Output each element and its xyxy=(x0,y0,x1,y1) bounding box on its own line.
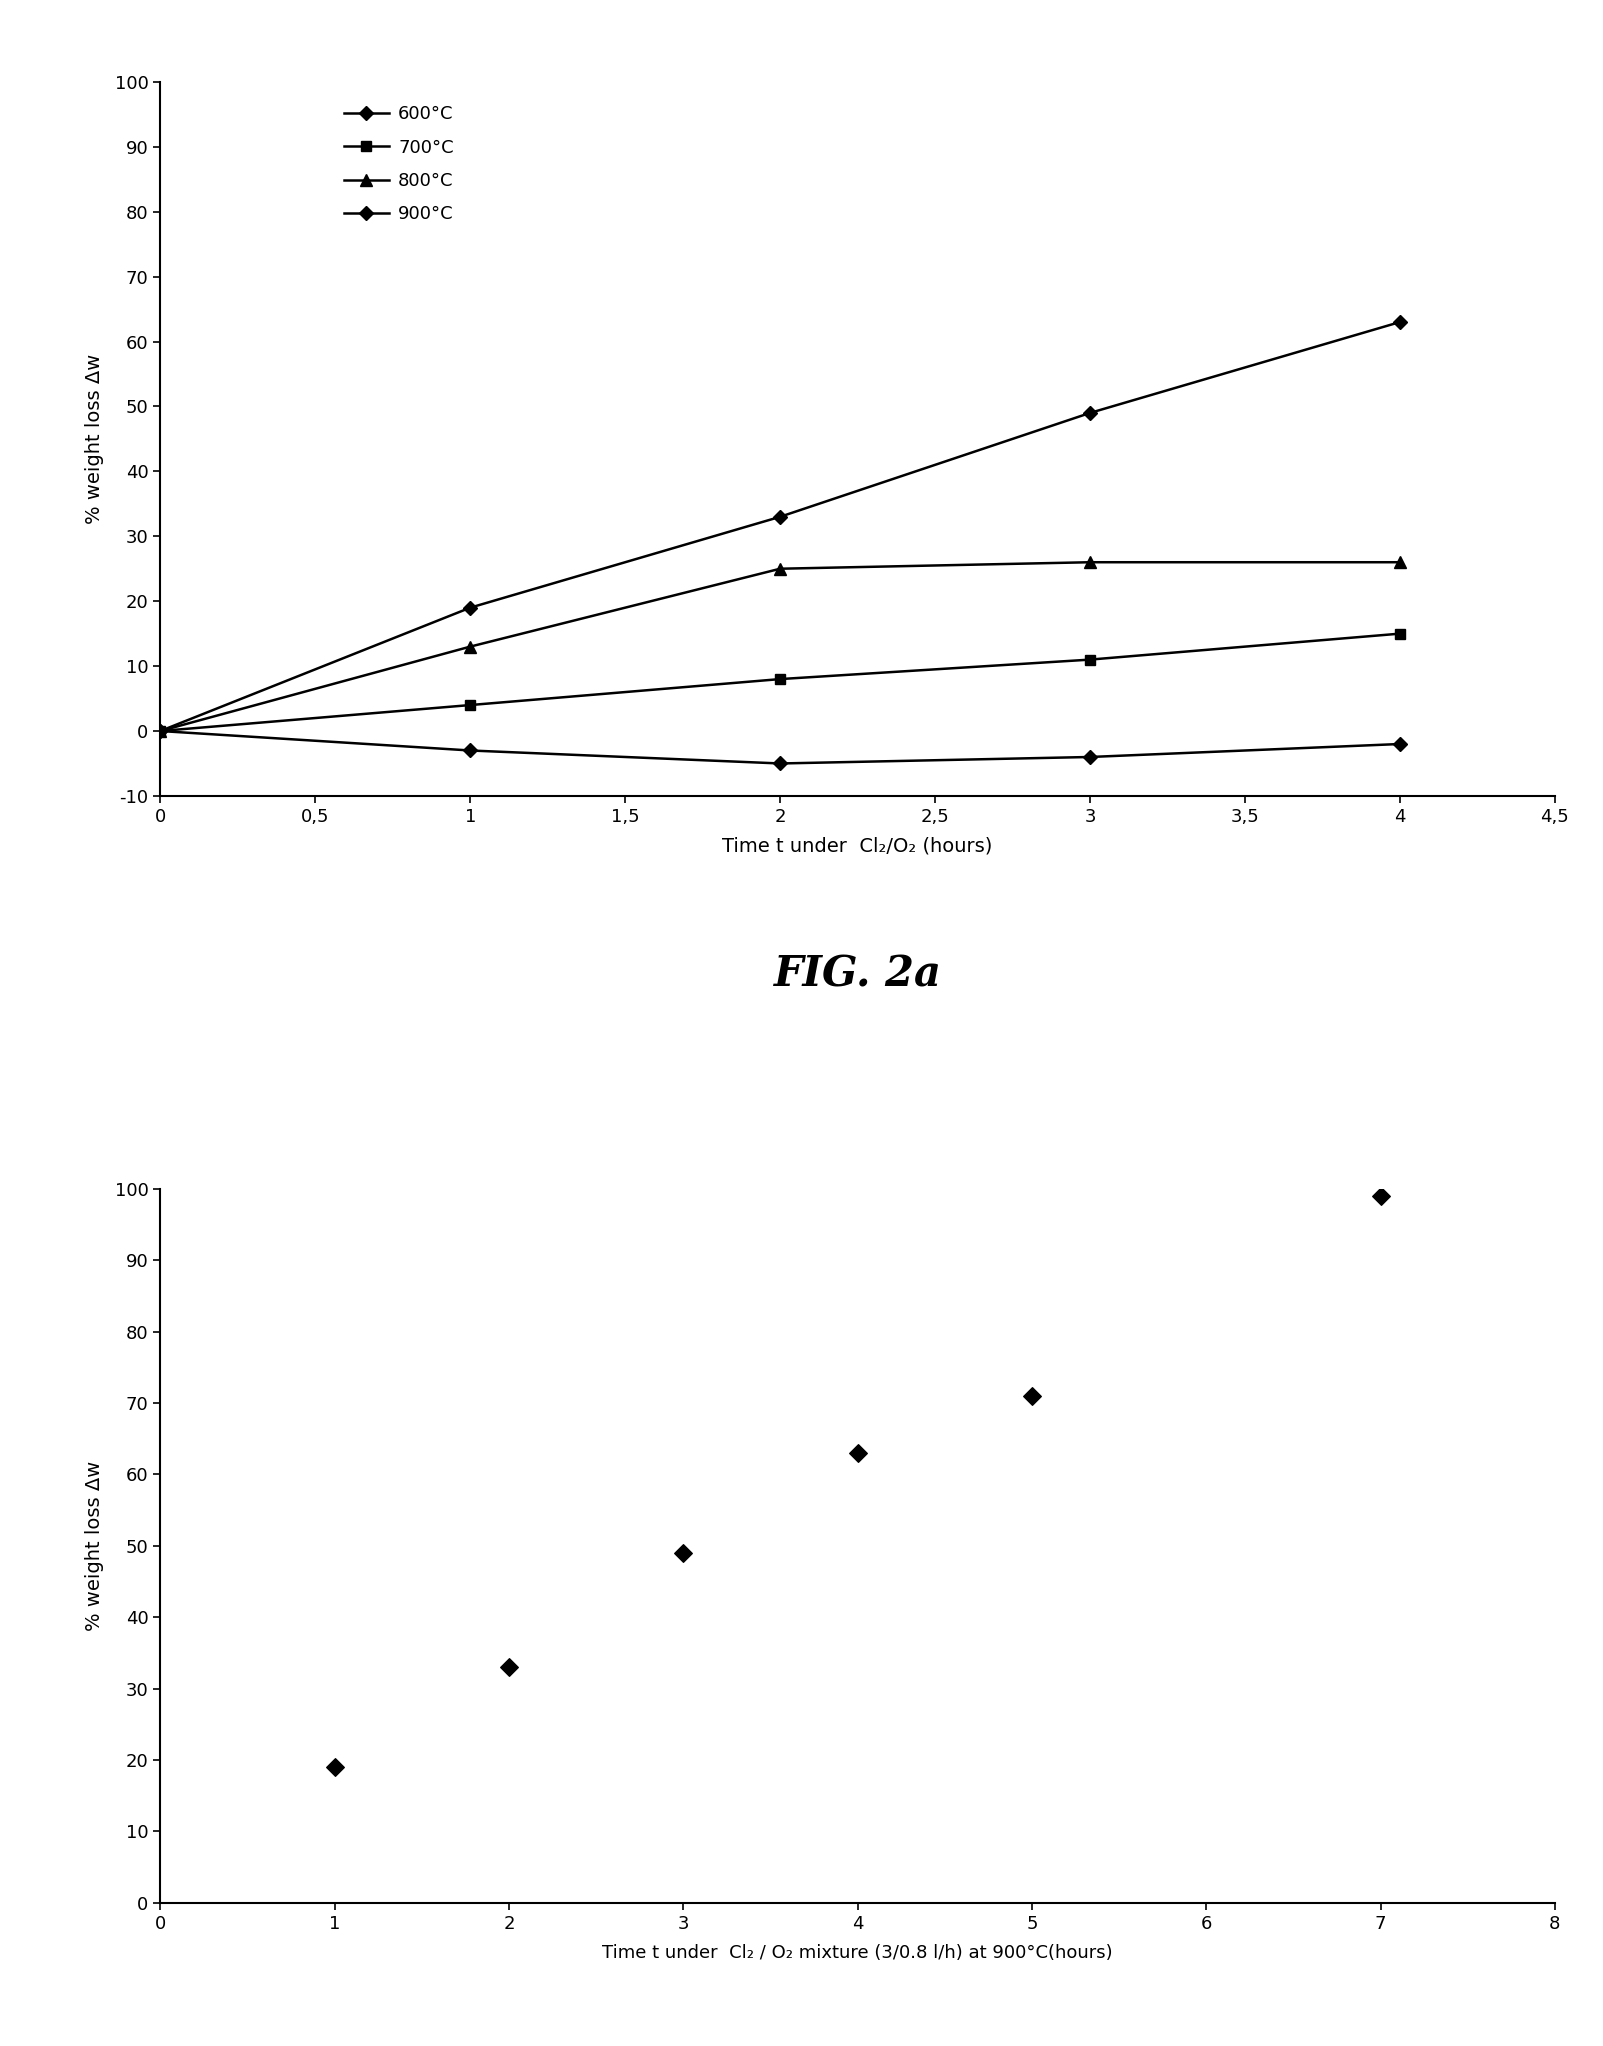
700°C xyxy=(460,694,479,718)
700°C xyxy=(1390,622,1409,647)
900°C xyxy=(1080,401,1100,426)
Line: 700°C: 700°C xyxy=(155,628,1404,737)
Y-axis label: % weight loss Δw: % weight loss Δw xyxy=(85,354,104,524)
Point xyxy=(1020,1379,1045,1412)
600°C xyxy=(771,751,790,775)
Point xyxy=(845,1436,870,1469)
Line: 900°C: 900°C xyxy=(155,317,1404,737)
700°C xyxy=(771,667,790,692)
600°C xyxy=(1390,732,1409,757)
Point xyxy=(497,1651,523,1684)
600°C xyxy=(460,739,479,763)
X-axis label: Time t under  Cl₂ / O₂ mixture (3/0.8 l/h) at 900°C(hours): Time t under Cl₂ / O₂ mixture (3/0.8 l/h… xyxy=(603,1944,1112,1962)
900°C xyxy=(1390,309,1409,333)
Line: 800°C: 800°C xyxy=(155,557,1406,737)
700°C xyxy=(151,718,170,743)
600°C xyxy=(1080,745,1100,769)
X-axis label: Time t under  Cl₂/O₂ (hours): Time t under Cl₂/O₂ (hours) xyxy=(723,837,992,855)
700°C xyxy=(1080,647,1100,671)
800°C xyxy=(771,557,790,581)
Line: 600°C: 600°C xyxy=(155,726,1404,769)
900°C xyxy=(151,718,170,743)
900°C xyxy=(771,505,790,530)
800°C xyxy=(1390,550,1409,575)
800°C xyxy=(151,718,170,743)
800°C xyxy=(1080,550,1100,575)
800°C xyxy=(460,634,479,659)
Y-axis label: % weight loss Δw: % weight loss Δw xyxy=(85,1461,104,1631)
Text: FIG. 2a: FIG. 2a xyxy=(774,953,941,994)
Point xyxy=(322,1751,348,1784)
900°C xyxy=(460,595,479,620)
Legend: 600°C, 700°C, 800°C, 900°C: 600°C, 700°C, 800°C, 900°C xyxy=(337,98,462,231)
Point xyxy=(670,1537,696,1569)
600°C xyxy=(151,718,170,743)
Point xyxy=(1367,1178,1393,1211)
